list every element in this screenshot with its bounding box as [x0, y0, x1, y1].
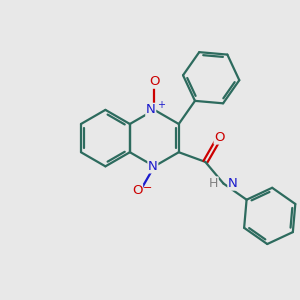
- Text: O: O: [149, 75, 160, 88]
- Text: N: N: [146, 103, 156, 116]
- Text: N: N: [228, 177, 238, 190]
- Text: O: O: [214, 131, 225, 144]
- Text: −: −: [143, 183, 152, 193]
- Text: H: H: [209, 177, 218, 190]
- Text: +: +: [157, 100, 165, 110]
- Text: O: O: [132, 184, 142, 197]
- Text: N: N: [148, 160, 158, 173]
